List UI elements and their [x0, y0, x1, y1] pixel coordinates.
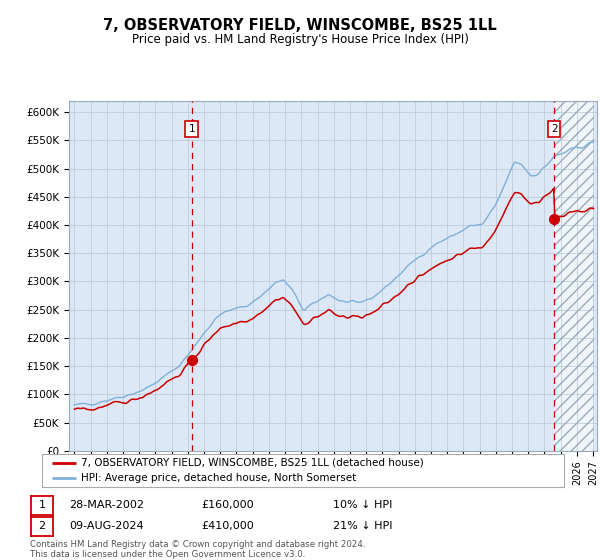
Text: 2: 2 [551, 124, 557, 134]
Text: £160,000: £160,000 [201, 500, 254, 510]
Text: Price paid vs. HM Land Registry's House Price Index (HPI): Price paid vs. HM Land Registry's House … [131, 32, 469, 46]
Text: 10% ↓ HPI: 10% ↓ HPI [333, 500, 392, 510]
Text: Contains HM Land Registry data © Crown copyright and database right 2024.: Contains HM Land Registry data © Crown c… [30, 540, 365, 549]
Text: HPI: Average price, detached house, North Somerset: HPI: Average price, detached house, Nort… [81, 473, 356, 483]
Text: This data is licensed under the Open Government Licence v3.0.: This data is licensed under the Open Gov… [30, 550, 305, 559]
Text: 1: 1 [188, 124, 195, 134]
Text: 21% ↓ HPI: 21% ↓ HPI [333, 521, 392, 531]
Text: 7, OBSERVATORY FIELD, WINSCOMBE, BS25 1LL (detached house): 7, OBSERVATORY FIELD, WINSCOMBE, BS25 1L… [81, 458, 424, 468]
Text: 7, OBSERVATORY FIELD, WINSCOMBE, BS25 1LL: 7, OBSERVATORY FIELD, WINSCOMBE, BS25 1L… [103, 18, 497, 32]
Bar [554, 101, 595, 451]
Text: 28-MAR-2002: 28-MAR-2002 [69, 500, 144, 510]
Text: 09-AUG-2024: 09-AUG-2024 [69, 521, 143, 531]
Text: £410,000: £410,000 [201, 521, 254, 531]
Text: 1: 1 [38, 500, 46, 510]
Text: 2: 2 [38, 521, 46, 531]
Bar [554, 101, 595, 451]
